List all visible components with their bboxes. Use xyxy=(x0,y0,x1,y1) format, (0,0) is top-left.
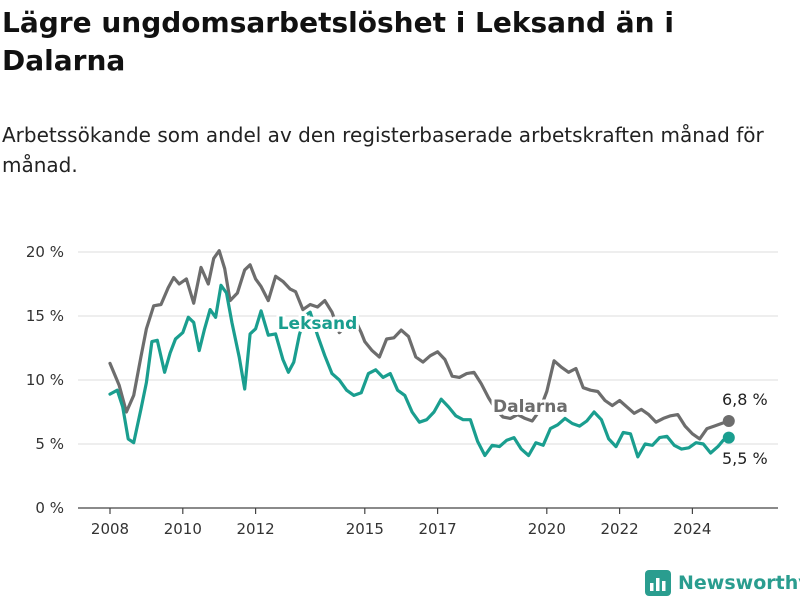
label-layer: Dalarna 6,8 % Leksand 5,5 % xyxy=(275,311,768,468)
series-line-dalarna xyxy=(108,249,731,441)
series-label-dalarna: Dalarna xyxy=(493,397,568,417)
page-title: Lägre ungdomsarbetslöshet i Leksand än i… xyxy=(2,6,674,77)
x-tick-label: 2024 xyxy=(673,520,711,538)
series-end-label-leksand: 5,5 % xyxy=(722,449,768,468)
y-axis: 0 % 5 % 10 % 15 % 20 % xyxy=(26,243,64,517)
grid-layer xyxy=(78,251,778,509)
y-tick-label: 10 % xyxy=(26,371,64,389)
x-tick-label: 2015 xyxy=(346,520,384,538)
brand-name: Newsworthy xyxy=(678,572,800,594)
x-tick-label: 2010 xyxy=(164,520,202,538)
y-tick-label: 15 % xyxy=(26,307,64,325)
series-end-point-dalarna xyxy=(722,414,735,427)
series-label-leksand: Leksand xyxy=(278,314,358,334)
brand-logo: Newsworthy xyxy=(645,568,800,598)
x-tick-label: 2020 xyxy=(528,520,566,538)
x-tick-label: 2022 xyxy=(601,520,639,538)
y-tick-label: 5 % xyxy=(35,435,64,453)
y-tick-label: 0 % xyxy=(35,499,64,517)
y-tick-label: 20 % xyxy=(26,243,64,261)
x-axis: 2008 2010 2012 2015 2017 2020 2022 2024 xyxy=(91,508,711,538)
series-end-point-leksand xyxy=(722,431,735,444)
series-layer xyxy=(108,249,735,459)
bar-chart-logo-icon xyxy=(645,570,671,596)
series-end-label-dalarna: 6,8 % xyxy=(722,390,768,409)
x-tick-label: 2008 xyxy=(91,520,129,538)
page-subtitle: Arbetssökande som andel av den registerb… xyxy=(2,123,764,177)
series-line-leksand xyxy=(108,283,731,459)
x-tick-label: 2017 xyxy=(419,520,457,538)
x-tick-label: 2012 xyxy=(237,520,275,538)
